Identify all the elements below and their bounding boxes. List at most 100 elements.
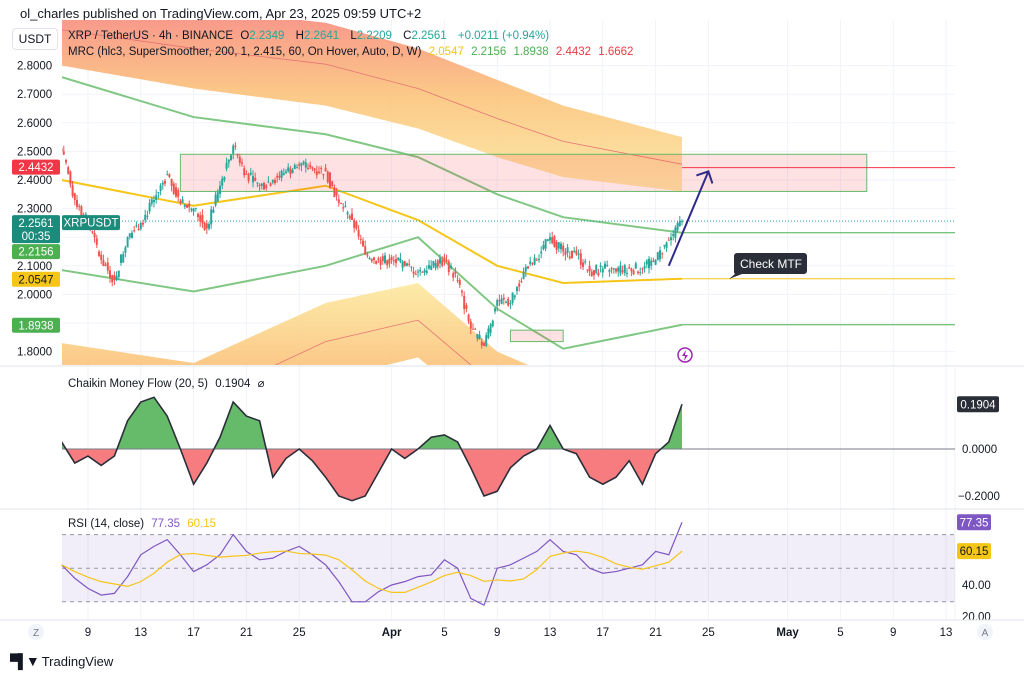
candle-body [144,214,147,221]
candle-body [214,194,217,206]
mrc-value: 1.8938 [513,46,549,58]
candle-body [641,268,644,270]
candle-body [170,178,173,186]
candle-body [608,269,611,272]
mrc-value: 2.2156 [471,46,507,58]
rsi-pane [61,522,955,607]
candle-body [661,253,664,255]
candle-body [461,290,463,293]
rsi-legend: RSI (14, close) 77.35 60.15 [68,518,220,530]
candle-body [564,251,567,255]
candle-body [630,268,633,272]
candle-body [639,272,642,274]
candle-body [445,260,448,262]
candle-body [553,236,556,247]
candle-body [412,271,415,274]
mrc-mean-line [62,179,683,284]
candle-body [194,207,197,209]
candle-body [542,245,545,250]
candle-body [296,167,298,169]
auto-scale-button[interactable] [977,624,993,640]
time-tick: 25 [293,627,306,639]
candle-body [159,185,162,191]
cmf-value: 0.1904 [215,378,251,390]
rsi-title[interactable]: RSI (14, close) [68,518,145,530]
mrc-legend: MRC (hlc3, SuperSmoother, 200, 1, 2.415,… [68,46,637,58]
mrc-title[interactable]: MRC (hlc3, SuperSmoother, 200, 1, 2.415,… [68,46,422,58]
supply-zone [509,329,564,343]
callout-bubble [729,253,807,279]
high-value: 2.2641 [303,30,340,42]
candle-body [84,213,87,215]
candle-body [135,225,138,227]
candle-body [634,263,637,269]
currency-button[interactable]: USDT [12,28,58,50]
candle-body [500,298,503,304]
candle-body [274,180,276,184]
candle-body [115,276,118,281]
candle-body [467,314,470,322]
time-tick: 17 [187,627,200,639]
cmf-title[interactable]: Chaikin Money Flow (20, 5) [68,378,208,390]
candle-body [423,269,426,273]
last-price-text: 2.2561 [18,218,53,230]
candle-body [577,253,580,255]
candle-body [579,253,582,265]
candle-body [513,295,516,298]
candle-body [566,247,569,253]
candle-body [76,200,78,207]
candle-body [73,193,76,201]
candle-body [260,183,263,186]
candle-body [146,215,149,217]
candle-body [67,167,70,174]
candle-body [593,270,595,276]
hidden-icon[interactable]: ⌀ [257,378,265,390]
candle-body [333,187,336,198]
candle-body [480,341,483,346]
candle-body [106,262,109,271]
candle-body [54,137,56,142]
candle-body [421,271,424,273]
time-tick: 13 [544,627,557,639]
candle-body [364,246,367,255]
candle-body [205,223,208,229]
rsi-band [62,534,955,602]
countdown-text: 00:35 [22,231,51,243]
candle-body [474,328,477,330]
tradingview-logo[interactable]: ▀▌▼ TradingView [10,653,114,669]
candle-body [676,223,679,231]
candle-body [225,162,228,169]
candle-body [590,271,593,276]
candle-body [384,255,386,264]
rsi-ma-value: 60.15 [187,518,217,530]
candle-body [428,264,430,269]
open-value: 2.2349 [249,30,285,42]
candle-body [304,162,307,168]
candle-body [612,268,615,270]
candle-body [395,259,397,264]
candle-body [181,199,184,203]
candle-body [623,265,626,274]
candle-body [62,151,65,155]
candle-body [568,256,571,259]
candle-body [619,265,622,274]
candle-body [549,237,551,241]
candle-body [282,173,285,175]
rsi-tick: 60.15 [960,546,989,558]
candle-body [122,254,125,263]
symbol-title[interactable]: XRP / TetherUS · 4h · BINANCE [68,30,234,42]
zoom-button-label: Z [33,628,39,639]
candle-body [359,238,362,240]
price-badge-green [12,244,60,260]
candle-body [337,199,340,203]
candle-body [637,271,639,274]
close-value: 2.2561 [411,30,447,42]
price-badge-green [12,317,60,333]
check-mtf-callout[interactable]: Check MTF [729,253,807,279]
time-tick: 13 [134,627,147,639]
zoom-button[interactable] [28,624,44,640]
candle-body [485,335,488,346]
candle-body [586,269,589,271]
candle-body [617,267,620,272]
